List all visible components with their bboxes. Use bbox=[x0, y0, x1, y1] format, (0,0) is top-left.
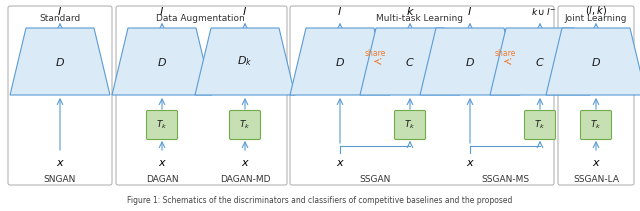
Text: DAGAN-MD: DAGAN-MD bbox=[220, 175, 270, 184]
Text: $x$: $x$ bbox=[465, 158, 474, 168]
FancyBboxPatch shape bbox=[558, 6, 634, 185]
Text: $x$: $x$ bbox=[157, 158, 166, 168]
Text: $C$: $C$ bbox=[535, 55, 545, 68]
Text: $D$: $D$ bbox=[591, 55, 601, 68]
Text: share: share bbox=[494, 50, 516, 58]
FancyBboxPatch shape bbox=[525, 111, 556, 139]
FancyBboxPatch shape bbox=[116, 6, 287, 185]
Text: $T_k$: $T_k$ bbox=[590, 119, 602, 131]
Text: $T_k$: $T_k$ bbox=[156, 119, 168, 131]
Polygon shape bbox=[10, 28, 110, 95]
Text: $T_k$: $T_k$ bbox=[404, 119, 416, 131]
Text: $k$: $k$ bbox=[406, 5, 415, 17]
Text: SSGAN-LA: SSGAN-LA bbox=[573, 175, 619, 184]
Text: Figure 1: Schematics of the discriminators and classifiers of competitive baseli: Figure 1: Schematics of the discriminato… bbox=[127, 196, 513, 205]
Text: $C$: $C$ bbox=[405, 55, 415, 68]
Text: SSGAN-MS: SSGAN-MS bbox=[481, 175, 529, 184]
Text: $T_k$: $T_k$ bbox=[534, 119, 546, 131]
Polygon shape bbox=[290, 28, 390, 95]
FancyBboxPatch shape bbox=[230, 111, 260, 139]
Text: $x$: $x$ bbox=[335, 158, 344, 168]
Text: $(l, k)$: $(l, k)$ bbox=[585, 4, 607, 17]
Text: $l$: $l$ bbox=[58, 5, 63, 17]
Polygon shape bbox=[360, 28, 460, 95]
FancyBboxPatch shape bbox=[8, 6, 112, 185]
Text: Data Augmentation: Data Augmentation bbox=[156, 14, 244, 23]
Text: DAGAN: DAGAN bbox=[146, 175, 179, 184]
Text: SNGAN: SNGAN bbox=[44, 175, 76, 184]
Polygon shape bbox=[490, 28, 590, 95]
FancyBboxPatch shape bbox=[147, 111, 177, 139]
FancyBboxPatch shape bbox=[394, 111, 426, 139]
Text: share: share bbox=[364, 50, 386, 58]
Text: $x$: $x$ bbox=[591, 158, 600, 168]
Text: $l$: $l$ bbox=[337, 5, 342, 17]
Text: $x$: $x$ bbox=[241, 158, 250, 168]
Text: $D$: $D$ bbox=[157, 55, 167, 68]
Polygon shape bbox=[420, 28, 520, 95]
Text: $D$: $D$ bbox=[55, 55, 65, 68]
Polygon shape bbox=[112, 28, 212, 95]
Text: $x$: $x$ bbox=[56, 158, 65, 168]
Polygon shape bbox=[195, 28, 295, 95]
FancyBboxPatch shape bbox=[580, 111, 611, 139]
Text: Joint Learning: Joint Learning bbox=[564, 14, 627, 23]
Text: Standard: Standard bbox=[40, 14, 81, 23]
Text: $l$: $l$ bbox=[159, 5, 164, 17]
Text: Multi-task Learning: Multi-task Learning bbox=[376, 14, 463, 23]
Text: $l$: $l$ bbox=[467, 5, 472, 17]
Polygon shape bbox=[546, 28, 640, 95]
Text: $D$: $D$ bbox=[335, 55, 345, 68]
Text: SSGAN: SSGAN bbox=[359, 175, 390, 184]
Text: $D$: $D$ bbox=[465, 55, 475, 68]
Text: $D_k$: $D_k$ bbox=[237, 55, 253, 68]
FancyBboxPatch shape bbox=[290, 6, 554, 185]
Text: $T_k$: $T_k$ bbox=[239, 119, 251, 131]
Text: $l$: $l$ bbox=[243, 5, 248, 17]
Text: $k \cup l^{-}$: $k \cup l^{-}$ bbox=[531, 6, 557, 17]
